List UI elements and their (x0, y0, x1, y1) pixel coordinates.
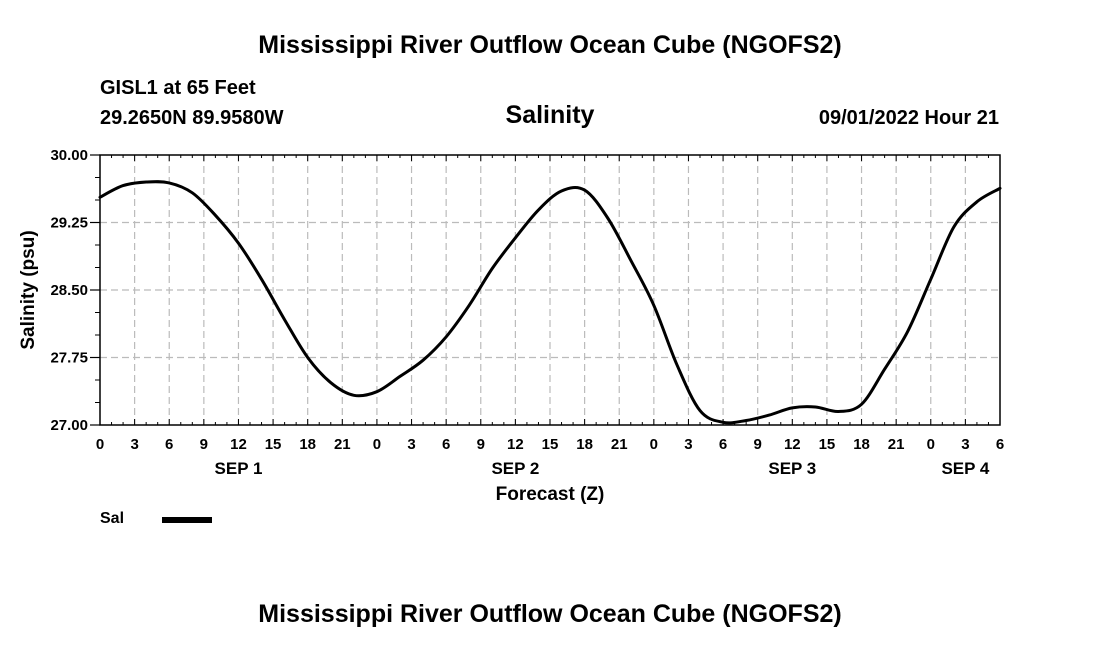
x-tick-label: 12 (507, 436, 524, 453)
x-tick-label: 18 (576, 436, 593, 453)
x-tick-label: 3 (684, 436, 692, 453)
station-name: GISL1 at 65 Feet (100, 77, 256, 99)
plot-frame (99, 154, 1001, 426)
y-axis-label: Salinity (psu) (18, 230, 39, 349)
grid-layer (100, 155, 1000, 425)
x-tick-label: 9 (477, 436, 485, 453)
series-line-sal (98, 180, 1002, 425)
x-tick-label: 18 (299, 436, 316, 453)
legend-line-swatch (162, 517, 212, 523)
x-tick-label: 12 (230, 436, 247, 453)
forecast-time: 09/01/2022 Hour 21 (818, 107, 999, 129)
x-tick-label: 21 (888, 436, 905, 453)
footer-title: Mississippi River Outflow Ocean Cube (NG… (258, 600, 842, 628)
chart-title: Salinity (505, 101, 595, 129)
y-tick-label: 29.25 (50, 215, 88, 232)
main-title: Mississippi River Outflow Ocean Cube (NG… (258, 31, 842, 59)
x-tick-label: 3 (961, 436, 969, 453)
x-tick-label: 6 (996, 436, 1004, 453)
x-tick-label: 0 (96, 436, 104, 453)
x-tick-label: 6 (719, 436, 727, 453)
x-tick-label: 15 (265, 436, 282, 453)
x-tick-label: 9 (754, 436, 762, 453)
y-tick-label: 27.00 (50, 417, 88, 434)
x-tick-label: 12 (784, 436, 801, 453)
day-label: SEP 2 (491, 459, 539, 478)
x-tick-label: 3 (407, 436, 415, 453)
x-tick-label: 0 (650, 436, 658, 453)
x-tick-label: 0 (373, 436, 381, 453)
x-tick-label: 21 (611, 436, 628, 453)
x-tick-label: 18 (853, 436, 870, 453)
station-coordinates: 29.2650N 89.9580W (100, 107, 284, 129)
x-tick-label: 21 (334, 436, 351, 453)
y-tick-label: 27.75 (50, 350, 88, 367)
x-tick-label: 9 (200, 436, 208, 453)
labels-layer: 0 3 6 9 12 15 18 21 0 3 6 9 12 15 18 21 0 3 6 9 12 15 18 21 0 3 6 2… (50, 147, 1004, 478)
legend-label: Sal (100, 510, 125, 527)
day-label: SEP 3 (768, 459, 816, 478)
day-label: SEP 4 (941, 459, 989, 478)
x-axis-label: Forecast (Z) (496, 484, 605, 505)
x-tick-label: 3 (130, 436, 138, 453)
y-tick-label: 28.50 (50, 282, 88, 299)
x-tick-label: 6 (442, 436, 450, 453)
x-tick-label: 6 (165, 436, 173, 453)
x-tick-label: 0 (927, 436, 935, 453)
day-label: SEP 1 (215, 459, 263, 478)
x-tick-label: 15 (542, 436, 559, 453)
x-tick-label: 15 (819, 436, 836, 453)
y-tick-label: 30.00 (50, 147, 88, 164)
